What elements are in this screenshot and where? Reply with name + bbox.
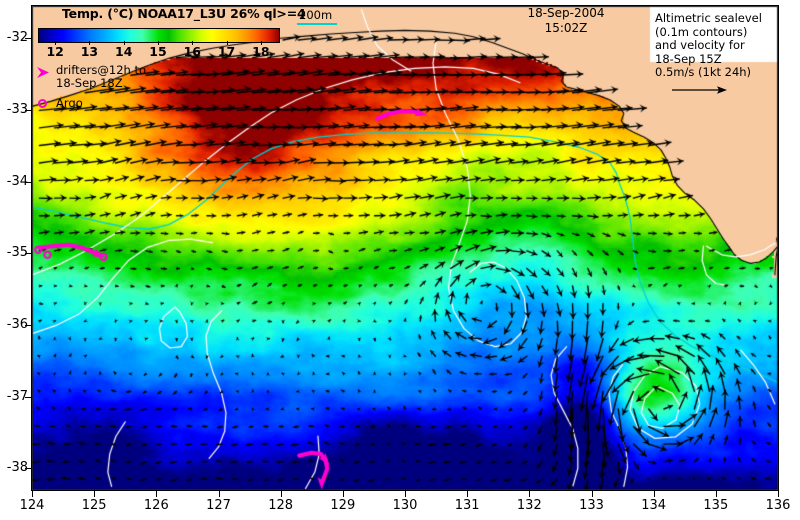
colorbar-tick-label: 13 (80, 44, 99, 59)
x-tick-label: 130 (392, 498, 418, 513)
colorbar-tick (192, 41, 194, 45)
y-tick-label: -36 (6, 317, 28, 333)
colorbar-tick (226, 41, 228, 45)
x-tick-label: 125 (81, 498, 107, 513)
y-tick (25, 396, 31, 398)
x-tick (405, 491, 406, 497)
colorbar-tick-label: 14 (115, 44, 133, 59)
x-tick-label: 136 (765, 498, 791, 513)
y-tick (25, 468, 31, 470)
altimetry-line-3: and velocity for (655, 38, 745, 52)
drifter-arrow-icon (37, 67, 49, 78)
x-tick-label: 126 (143, 498, 169, 513)
y-tick-label: -32 (6, 30, 28, 46)
x-tick-label: 128 (268, 498, 294, 513)
y-tick (25, 325, 31, 327)
x-tick-label: 127 (206, 498, 231, 513)
colorbar-gradient (39, 29, 279, 42)
colorbar-tick (123, 41, 125, 45)
x-tick (218, 491, 220, 497)
datestamp-date: 18-Sep-2004 (527, 6, 605, 20)
altimetry-legend: Altimetric sealevel (0.1m contours) and … (655, 11, 762, 80)
altimetry-line-1: Altimetric sealevel (655, 11, 762, 25)
drifter-legend-line2: 18-Sep 18Z (56, 76, 123, 90)
altimetry-line-5: 0.5m/s (1kt 24h) (655, 65, 752, 79)
colorbar-tick (158, 41, 159, 45)
y-tick-label: -38 (6, 460, 28, 476)
x-tick (529, 491, 531, 497)
x-tick-label: 134 (641, 498, 667, 513)
y-tick (25, 181, 31, 183)
argo-circle-icon (38, 99, 47, 108)
x-tick-label: 129 (330, 498, 356, 513)
x-tick (94, 491, 96, 497)
x-tick (653, 491, 655, 497)
datestamp-time: 15:02Z (544, 21, 588, 35)
colorbar (38, 28, 280, 43)
argo-legend-label: Argo (56, 96, 83, 110)
altimetry-line-4: 18-Sep 15Z (655, 51, 722, 66)
y-tick (25, 38, 31, 40)
x-tick-label: 124 (19, 498, 45, 513)
drifter-legend-label: drifters@12h to 18-Sep 18Z (56, 64, 146, 90)
x-tick (778, 491, 779, 497)
x-tick (467, 491, 469, 497)
datestamp: 18-Sep-2004 15:02Z (506, 6, 626, 36)
drifter-legend-line1: drifters@12h to (56, 63, 146, 77)
colorbar-tick (89, 41, 91, 45)
y-tick (25, 109, 31, 111)
colorbar-tick-label: 16 (183, 44, 201, 59)
colorbar-tick-label: 17 (217, 44, 236, 59)
page-title: Temp. (°C) NOAA17_L3U 26% ql>=4 (62, 6, 306, 21)
x-tick (342, 491, 344, 497)
x-tick-label: 135 (703, 498, 729, 513)
x-tick (156, 491, 158, 497)
x-tick-label: 131 (454, 498, 480, 513)
colorbar-tick-label: 18 (252, 44, 270, 59)
colorbar-tick (55, 41, 57, 45)
y-tick-label: -33 (6, 101, 28, 117)
colorbar-tick-label: 15 (149, 44, 167, 59)
y-tick-label: -34 (6, 173, 28, 189)
x-tick-label: 132 (516, 498, 542, 513)
altimetry-line-2: (0.1m contours) (655, 24, 748, 39)
scale-bar-line (297, 23, 337, 25)
y-tick (25, 253, 31, 255)
x-tick (32, 491, 33, 497)
x-tick-label: 133 (579, 498, 604, 513)
x-tick (715, 491, 717, 497)
x-tick (591, 491, 593, 497)
x-tick (280, 491, 282, 497)
colorbar-tick (260, 41, 262, 45)
scale-bar-label: 200m (299, 8, 333, 22)
y-tick-label: -37 (6, 388, 28, 404)
velocity-reference-arrow-icon (672, 86, 727, 94)
colorbar-tick-label: 12 (46, 44, 64, 59)
y-tick-label: -35 (6, 245, 28, 261)
